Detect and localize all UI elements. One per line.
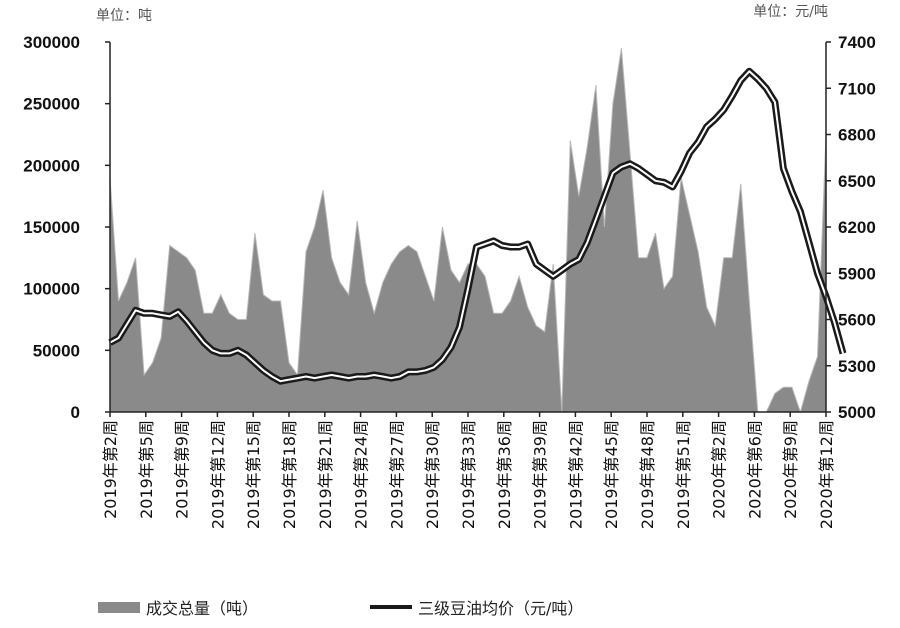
right-tick-labels: 5000 5300 5600 5900 6200 6500 6800 7100 7400	[826, 33, 876, 422]
x-tick-label: 2019年第33周	[459, 420, 478, 529]
right-tick-label: 6500	[838, 172, 876, 191]
x-tick-label: 2019年第30周	[423, 420, 442, 529]
right-tick-label: 6200	[838, 218, 876, 237]
right-tick-label: 5600	[838, 311, 876, 330]
x-tick-label: 2019年第5周	[137, 420, 156, 519]
left-tick-label: 250000	[23, 95, 80, 114]
right-tick-label: 5000	[838, 403, 876, 422]
line-series-price	[109, 70, 844, 383]
x-tick-label: 2019年第27周	[387, 420, 406, 529]
right-tick-label: 7100	[838, 79, 876, 98]
x-tick-label: 2019年第18周	[280, 420, 299, 529]
left-tick-label: 50000	[33, 341, 80, 360]
x-tick-label: 2020年第9周	[781, 420, 800, 519]
right-tick-label: 7400	[838, 33, 876, 52]
left-unit-label: 单位：吨	[96, 8, 152, 24]
area-series-volume	[109, 48, 827, 414]
left-tick-label: 300000	[23, 33, 80, 52]
legend: 成交总量（吨） 三级豆油均价（元/吨）	[98, 599, 583, 618]
x-tick-label: 2019年第45周	[602, 420, 621, 529]
left-tick-label: 150000	[23, 218, 80, 237]
line-series-layer	[108, 67, 847, 385]
x-tick-label: 2019年第48周	[638, 420, 657, 529]
area-series-layer	[109, 48, 827, 414]
x-tick-label: 2019年第15周	[244, 420, 263, 529]
legend-line-label: 三级豆油均价（元/吨）	[418, 599, 583, 618]
right-tick-label: 5300	[838, 357, 876, 376]
left-tick-labels: 0 50000 100000 150000 200000 250000 300000	[23, 33, 110, 422]
x-tick-label: 2020年第6周	[745, 420, 764, 519]
legend-area-swatch	[98, 602, 140, 613]
left-tick-label: 0	[71, 403, 80, 422]
x-tick-label: 2020年第2周	[710, 420, 729, 519]
x-tick-label: 2019年第51周	[674, 420, 693, 529]
x-tick-label: 2019年第39周	[531, 420, 550, 529]
x-tick-label: 2020年第12周	[817, 420, 836, 529]
x-tick-label: 2019年第12周	[208, 420, 227, 529]
x-tick-label: 2019年第21周	[316, 420, 335, 529]
right-tick-label: 6800	[838, 126, 876, 145]
left-tick-label: 100000	[23, 280, 80, 299]
left-tick-label: 200000	[23, 156, 80, 175]
x-tick-label: 2019年第36周	[495, 420, 514, 529]
legend-area-label: 成交总量（吨）	[146, 599, 258, 618]
x-tick-label: 2019年第24周	[352, 420, 371, 529]
right-tick-label: 5900	[838, 264, 876, 283]
x-tick-label: 2019年第42周	[566, 420, 585, 529]
x-tick-labels: 2019年第2周 2019年第5周 2019年第9周 2019年第12周 2019年第1…	[101, 412, 836, 529]
right-unit-label: 单位：元/吨	[753, 4, 828, 20]
x-tick-label: 2019年第2周	[101, 420, 120, 519]
x-tick-label: 2019年第9周	[173, 420, 192, 519]
